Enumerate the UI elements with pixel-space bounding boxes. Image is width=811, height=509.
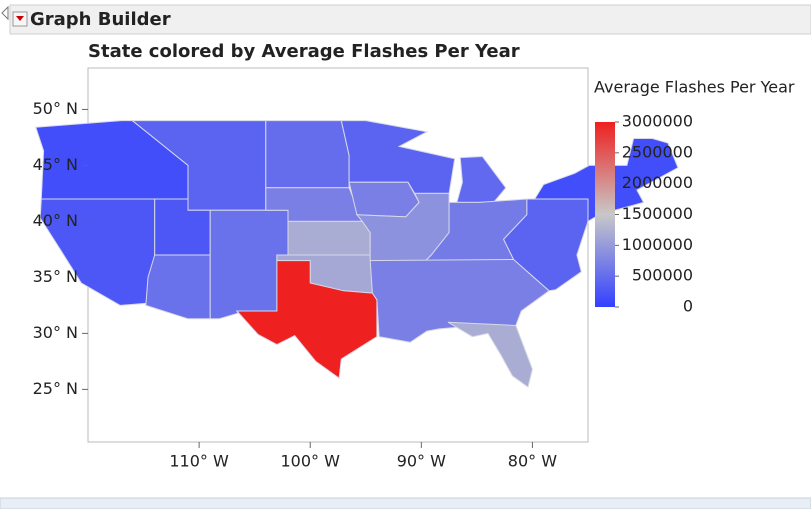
x-tick-label: 80° W <box>508 452 557 471</box>
legend-tick-label: 2500000 <box>622 142 693 161</box>
region <box>235 260 378 380</box>
region <box>265 120 350 189</box>
legend-tick-label: 0 <box>683 297 693 316</box>
region <box>209 209 289 320</box>
x-tick-label: 90° W <box>397 452 446 471</box>
x-tick-label: 110° W <box>169 452 229 471</box>
color-bar <box>595 122 615 307</box>
menu-arrow <box>16 16 24 21</box>
legend-tick-label: 2000000 <box>622 173 693 192</box>
legend-tick-label: 500000 <box>632 266 693 285</box>
y-tick-label: 35° N <box>33 267 78 286</box>
region <box>348 181 420 218</box>
legend-tick-label: 3000000 <box>622 112 693 131</box>
region <box>447 321 533 388</box>
legend-tick-label: 1500000 <box>622 204 693 223</box>
y-tick-label: 25° N <box>33 379 78 398</box>
legend-tick-label: 1000000 <box>622 235 693 254</box>
y-tick-label: 45° N <box>33 155 78 174</box>
legend-title: Average Flashes Per Year <box>594 78 795 97</box>
chart-title: State colored by Average Flashes Per Yea… <box>88 41 520 62</box>
disclosure-icon[interactable] <box>1 5 9 21</box>
y-tick-label: 50° N <box>33 99 78 118</box>
window-title: Graph Builder <box>30 9 171 30</box>
header-bar <box>9 4 811 35</box>
y-tick-label: 40° N <box>33 211 78 230</box>
region <box>287 220 371 256</box>
x-tick-label: 100° W <box>280 452 340 471</box>
status-bar <box>0 497 811 509</box>
y-tick-label: 30° N <box>33 323 78 342</box>
